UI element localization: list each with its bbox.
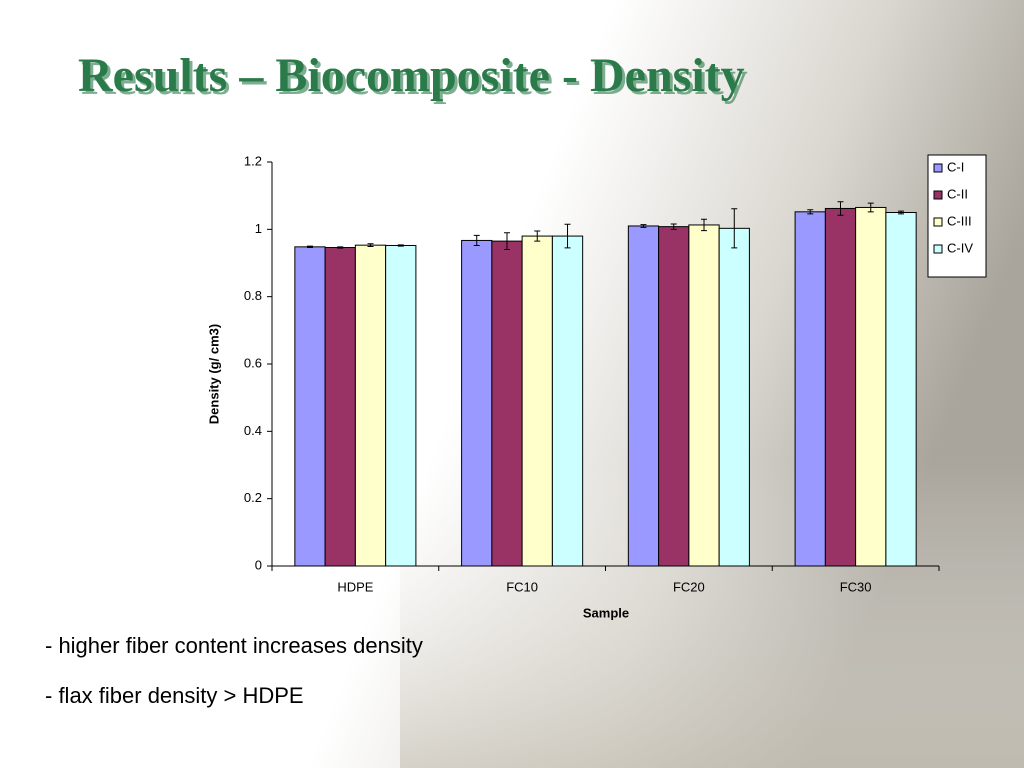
bar xyxy=(324,247,356,567)
bar xyxy=(855,206,887,567)
y-tick-label: 1 xyxy=(255,221,262,236)
legend-label: C-III xyxy=(947,213,972,228)
y-tick-label: 1.2 xyxy=(244,153,262,168)
error-bar xyxy=(837,201,844,216)
error-bar xyxy=(731,208,738,249)
error-bar xyxy=(640,224,647,228)
bar xyxy=(885,212,917,567)
bar xyxy=(794,211,826,567)
title-shadow: Results – Biocomposite - Density xyxy=(81,52,748,105)
legend-swatch xyxy=(933,190,943,200)
bar xyxy=(461,239,493,567)
error-bar xyxy=(898,210,905,215)
bar xyxy=(718,227,750,567)
error-bar xyxy=(397,244,404,247)
legend-label: C-IV xyxy=(947,240,973,255)
bar xyxy=(551,235,584,567)
bullet: - higher fiber content increases density xyxy=(45,633,423,658)
error-bar xyxy=(503,232,510,251)
y-axis-title: Density (g/ cm3) xyxy=(206,324,221,424)
legend-box xyxy=(927,154,987,278)
y-tick-label: 0.2 xyxy=(244,490,262,505)
y-tick-label: 0 xyxy=(255,557,262,572)
bar xyxy=(491,240,523,567)
legend-swatch xyxy=(933,244,943,254)
slide-title: Results – Biocomposite - Density xyxy=(78,49,745,102)
error-bar xyxy=(367,243,374,248)
error-bar xyxy=(337,246,344,249)
bar xyxy=(354,244,387,567)
error-bar xyxy=(534,230,541,242)
error-bar xyxy=(867,202,874,213)
y-tick-label: 0.8 xyxy=(244,288,262,303)
x-tick-label: HDPE xyxy=(337,579,373,594)
error-bar xyxy=(564,223,571,249)
error-bar xyxy=(306,245,313,249)
bar xyxy=(385,244,417,567)
bar xyxy=(824,207,857,567)
legend-swatch xyxy=(933,217,943,227)
x-tick-label: FC20 xyxy=(673,579,705,594)
bar xyxy=(658,226,690,567)
legend-swatch xyxy=(933,163,943,173)
bar xyxy=(688,224,720,567)
error-bar xyxy=(701,218,708,232)
bar xyxy=(521,235,553,567)
error-bar xyxy=(807,209,814,215)
y-tick-label: 0.6 xyxy=(244,355,262,370)
x-axis-title: Sample xyxy=(583,605,629,620)
legend-label: C-I xyxy=(947,159,964,174)
error-bar xyxy=(473,234,480,246)
bar xyxy=(294,246,326,567)
bar xyxy=(627,225,660,567)
legend-label: C-II xyxy=(947,186,968,201)
x-tick-label: FC30 xyxy=(840,579,872,594)
y-tick-label: 0.4 xyxy=(244,423,262,438)
error-bar xyxy=(670,223,677,230)
x-tick-label: FC10 xyxy=(506,579,538,594)
bullet: - flax fiber density > HDPE xyxy=(45,683,304,708)
